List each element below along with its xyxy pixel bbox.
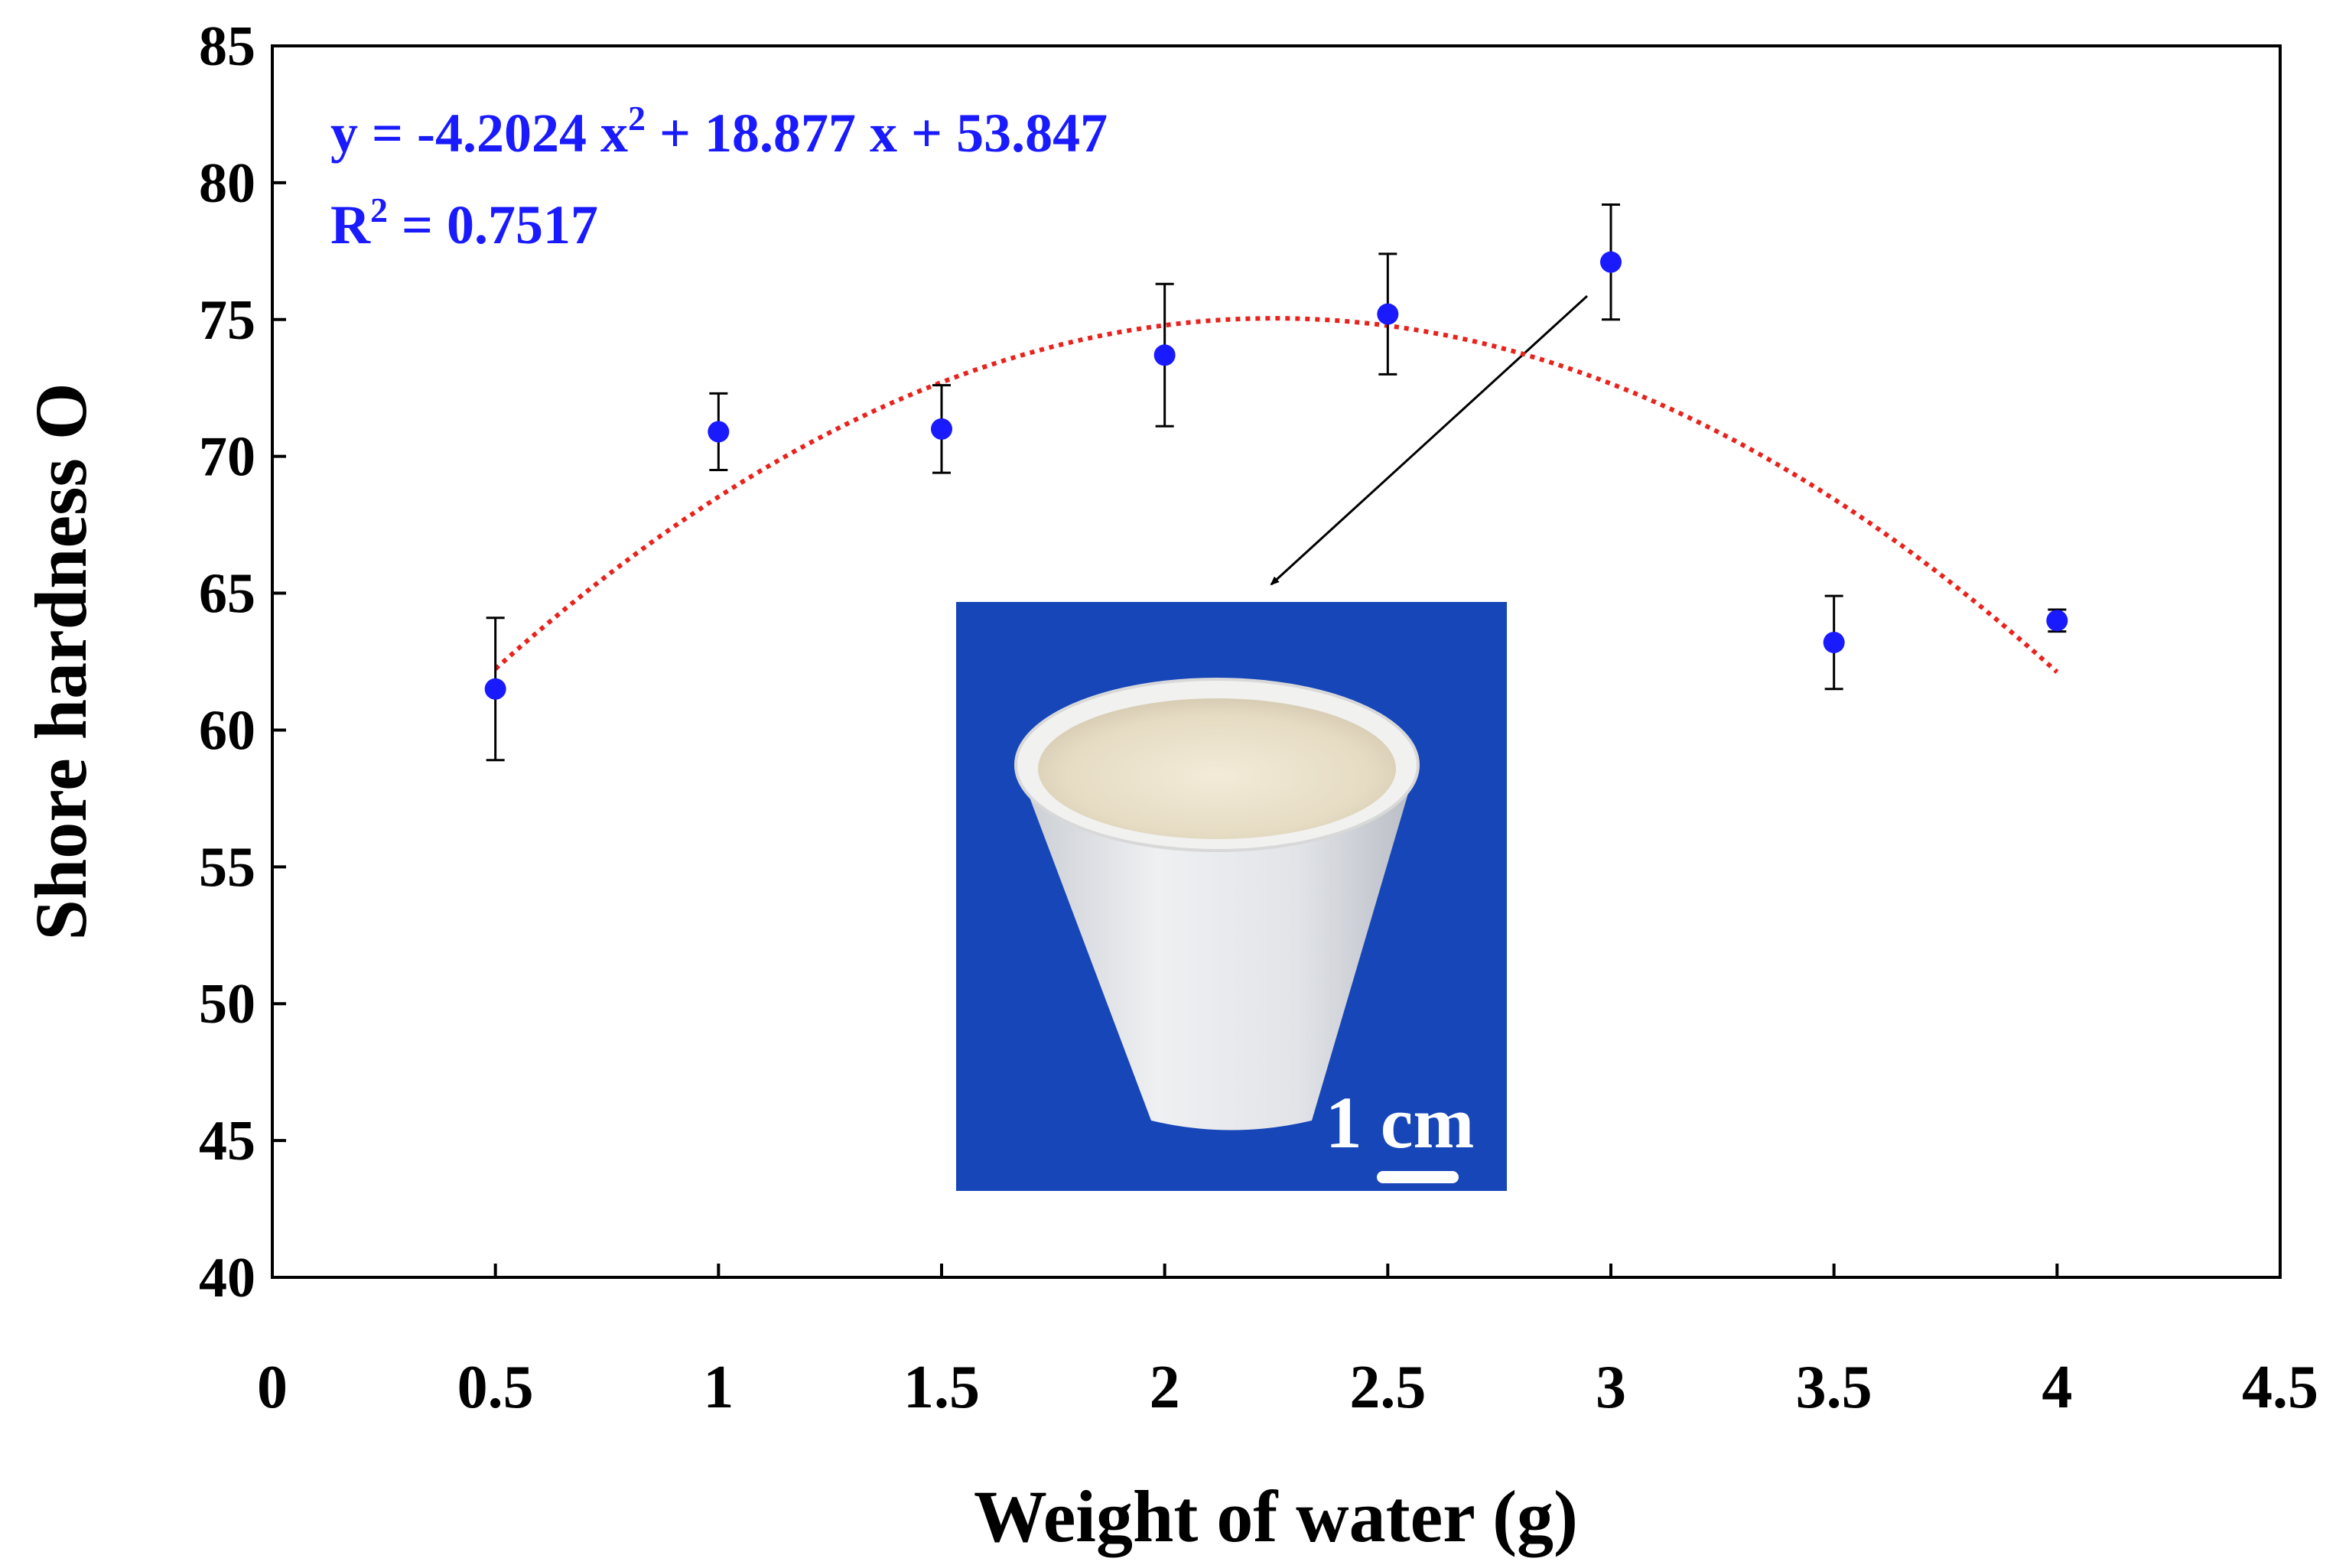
data-point xyxy=(2046,610,2068,632)
trendline-equation: y = -4.2024 x2 + 18.877 x + 53.847 xyxy=(330,99,1108,164)
data-point xyxy=(931,418,952,440)
r-squared: R2 = 0.7517 xyxy=(330,190,598,255)
x-tick-label: 3 xyxy=(1596,1354,1626,1421)
x-tick-label: 2 xyxy=(1150,1354,1180,1421)
x-tick-label: 0 xyxy=(257,1354,288,1421)
data-point xyxy=(1600,251,1622,273)
x-tick-label: 0.5 xyxy=(457,1354,534,1421)
plot-frame xyxy=(271,44,2282,1279)
scale-bar-label: 1 cm xyxy=(1326,1082,1475,1163)
x-tick-label: 3.5 xyxy=(1796,1354,1872,1421)
data-point xyxy=(484,678,506,700)
cup-body xyxy=(1017,765,1417,1130)
y-tick-label: 70 xyxy=(199,426,255,489)
data-point xyxy=(1377,303,1399,325)
inset-photo: 1 cm xyxy=(956,602,1507,1191)
polynomial-trendline xyxy=(493,316,2059,674)
data-points xyxy=(484,251,2068,700)
x-tick-label: 4.5 xyxy=(2242,1354,2318,1421)
x-axis-title: Weight of water (g) xyxy=(974,1475,1578,1557)
y-tick-label: 80 xyxy=(199,152,255,215)
y-tick-label: 65 xyxy=(199,563,255,626)
y-tick-label: 50 xyxy=(199,973,255,1036)
x-tick-label: 4 xyxy=(2042,1354,2072,1421)
cup-interior xyxy=(1038,698,1396,839)
y-tick-label: 40 xyxy=(199,1247,255,1309)
x-tick-label: 1 xyxy=(703,1354,734,1421)
y-tick-label: 45 xyxy=(199,1110,255,1173)
x-tick-label: 2.5 xyxy=(1349,1354,1426,1421)
y-tick-label: 85 xyxy=(199,15,255,78)
x-tick-label: 1.5 xyxy=(903,1354,980,1421)
data-point xyxy=(1153,344,1176,366)
y-axis: 40 45 50 55 60 65 70 75 80 85 xyxy=(199,15,286,1309)
data-point xyxy=(708,421,730,443)
y-tick-label: 75 xyxy=(199,289,255,352)
scale-bar xyxy=(1377,1171,1459,1183)
x-axis: 0 0.5 1 1.5 2 2.5 3 3.5 4 4.5 xyxy=(257,1264,2318,1421)
y-axis-title: Shore hardness O xyxy=(20,382,102,940)
data-point xyxy=(1823,631,1845,653)
y-tick-label: 55 xyxy=(199,836,255,899)
y-tick-label: 60 xyxy=(199,699,255,762)
pointer-arrow xyxy=(1270,294,1589,586)
